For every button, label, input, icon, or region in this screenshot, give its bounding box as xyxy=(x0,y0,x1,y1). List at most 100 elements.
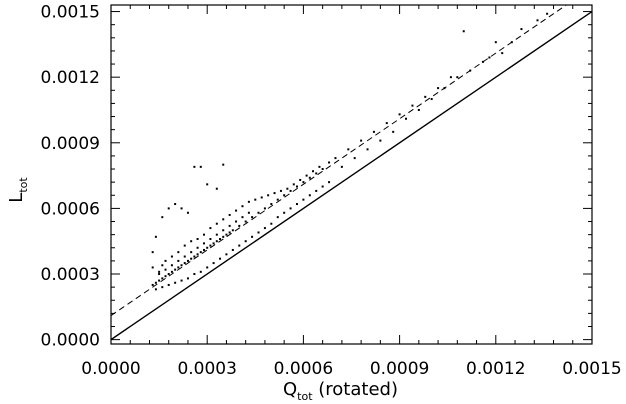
data-point xyxy=(315,189,318,192)
data-point xyxy=(183,244,186,247)
data-point xyxy=(443,87,446,90)
data-point xyxy=(312,170,315,173)
data-point xyxy=(510,41,513,44)
y-tick-labels: 0.0000 0.0003 0.0006 0.0009 0.0012 0.0015 xyxy=(41,3,100,351)
data-point xyxy=(302,181,305,184)
data-point xyxy=(174,281,177,284)
data-point xyxy=(241,205,244,208)
data-point xyxy=(167,283,170,286)
data-point xyxy=(276,198,279,201)
data-point xyxy=(222,235,225,238)
x-tick-labels: 0.0000 0.0003 0.0006 0.0009 0.0012 0.0015 xyxy=(81,359,621,379)
data-point xyxy=(215,187,218,190)
data-point xyxy=(219,238,222,241)
data-point xyxy=(462,30,465,33)
data-point xyxy=(279,189,282,192)
data-point xyxy=(315,172,318,175)
data-point xyxy=(186,259,189,262)
data-point xyxy=(353,157,356,160)
y-axis-title: Ltot xyxy=(6,177,30,203)
plot-area xyxy=(111,5,592,341)
data-point xyxy=(161,216,164,219)
data-point xyxy=(372,130,375,133)
data-point xyxy=(385,122,388,125)
one-to-one-line xyxy=(111,10,592,341)
data-point xyxy=(174,268,177,271)
data-point xyxy=(215,240,218,243)
data-point xyxy=(222,218,225,221)
data-point xyxy=(151,251,154,254)
data-point xyxy=(190,251,193,254)
data-point xyxy=(494,41,497,44)
data-point xyxy=(225,253,228,256)
data-point xyxy=(228,213,231,216)
data-point xyxy=(328,161,331,164)
data-point xyxy=(190,240,193,243)
x-tick-label: 0.0015 xyxy=(562,359,621,379)
data-point xyxy=(260,196,263,199)
y-tick-label: 0.0000 xyxy=(41,331,100,351)
data-point xyxy=(196,246,199,249)
data-point xyxy=(305,174,308,177)
data-point xyxy=(170,270,173,273)
data-point xyxy=(183,262,186,265)
data-point xyxy=(292,183,295,186)
data-point xyxy=(212,262,215,265)
data-point xyxy=(167,273,170,276)
data-point xyxy=(238,224,241,227)
data-point xyxy=(244,240,247,243)
data-point xyxy=(154,288,157,291)
data-point xyxy=(347,148,350,151)
data-point xyxy=(190,257,193,260)
data-point xyxy=(286,187,289,190)
data-point xyxy=(379,139,382,142)
data-point xyxy=(328,181,331,184)
data-point xyxy=(481,60,484,63)
y-tick-label: 0.0015 xyxy=(41,3,100,23)
x-tick-label: 0.0000 xyxy=(81,359,140,379)
data-point xyxy=(206,183,209,186)
data-point xyxy=(202,242,205,245)
data-point xyxy=(170,255,173,258)
data-point xyxy=(235,209,238,212)
data-point xyxy=(199,251,202,254)
data-point xyxy=(295,203,298,206)
data-point xyxy=(158,273,161,276)
data-point xyxy=(424,95,427,98)
data-point xyxy=(228,224,231,227)
data-point xyxy=(417,108,420,111)
data-point xyxy=(501,52,504,55)
data-point xyxy=(209,227,212,230)
data-point xyxy=(283,211,286,214)
data-point xyxy=(302,198,305,201)
data-point xyxy=(289,189,292,192)
plot-frame xyxy=(110,4,593,345)
x-tick-label: 0.0003 xyxy=(177,359,236,379)
data-point xyxy=(164,268,167,271)
data-point xyxy=(158,279,161,282)
data-point xyxy=(196,253,199,256)
y-tick-label: 0.0003 xyxy=(41,265,100,285)
data-point xyxy=(251,235,254,238)
data-point xyxy=(295,185,298,188)
data-point xyxy=(263,227,266,230)
data-point xyxy=(366,148,369,151)
data-point xyxy=(247,200,250,203)
data-point xyxy=(392,130,395,133)
data-point xyxy=(180,264,183,267)
data-point xyxy=(257,211,260,214)
data-point xyxy=(334,157,337,160)
data-point xyxy=(430,98,433,101)
data-point xyxy=(209,238,212,241)
data-point xyxy=(161,286,164,289)
data-point xyxy=(154,235,157,238)
data-point xyxy=(267,194,270,197)
x-tick-label: 0.0012 xyxy=(466,359,525,379)
data-point xyxy=(183,255,186,258)
data-point xyxy=(167,207,170,210)
data-point xyxy=(241,216,244,219)
data-point xyxy=(270,222,273,225)
data-point xyxy=(209,244,212,247)
data-point xyxy=(546,12,549,15)
